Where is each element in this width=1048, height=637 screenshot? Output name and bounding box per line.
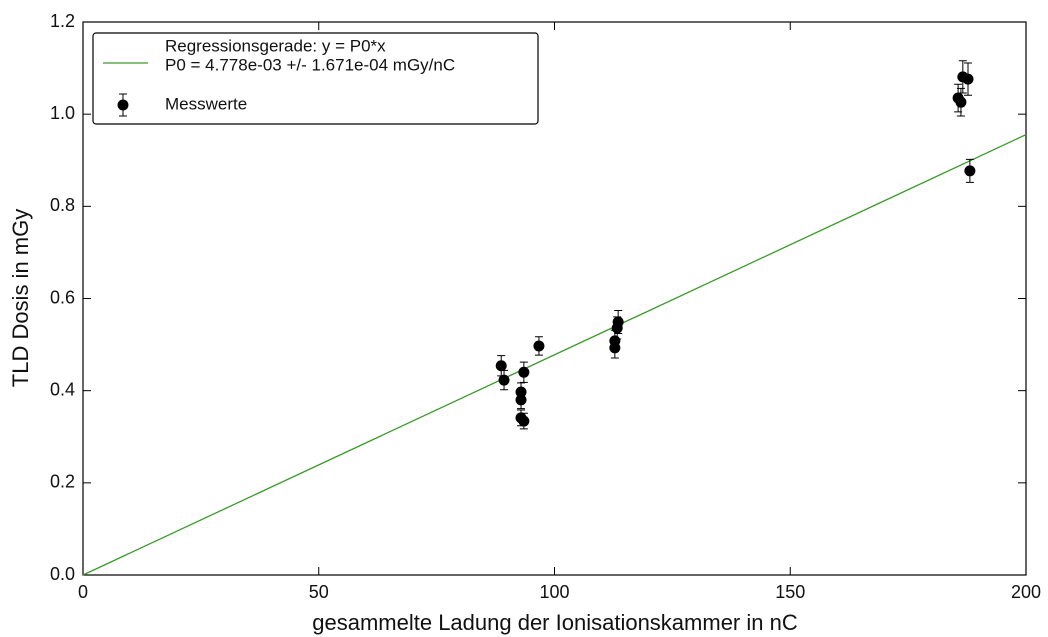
regression-line [82,134,1027,576]
legend-annotation: P0 = 4.778e-03 +/- 1.671e-04 mGy/nC [165,55,455,74]
legend-label: Messwerte [165,94,247,113]
data-point [518,366,530,378]
y-tick-label: 0.6 [50,287,75,307]
data-point [515,394,527,406]
y-tick-label: 0.0 [50,564,75,584]
data-point [495,360,507,372]
data-point [609,342,621,354]
y-axis-title: TLD Dosis in mGy [8,209,33,387]
y-tick-label: 0.8 [50,195,75,215]
data-point [964,165,976,177]
data-point [533,340,545,352]
x-tick-label: 200 [1011,582,1041,602]
x-tick-label: 100 [539,582,569,602]
legend-box [92,32,539,125]
data-point [498,374,510,386]
x-tick-label: 150 [775,582,805,602]
x-tick-label: 50 [309,582,329,602]
x-axis-title: gesammelte Ladung der Ionisationskammer … [312,610,798,635]
data-point [962,73,974,85]
x-tick-label: 0 [78,582,88,602]
data-point [612,316,624,328]
data-point [955,96,967,108]
y-tick-label: 0.4 [50,379,75,399]
data-point [518,415,530,427]
y-tick-label: 1.0 [50,103,75,123]
y-tick-label: 0.2 [50,472,75,492]
legend-swatch [117,99,129,111]
y-tick-label: 1.2 [50,11,75,31]
legend-label: Regressionsgerade: y = P0*x [165,36,386,55]
